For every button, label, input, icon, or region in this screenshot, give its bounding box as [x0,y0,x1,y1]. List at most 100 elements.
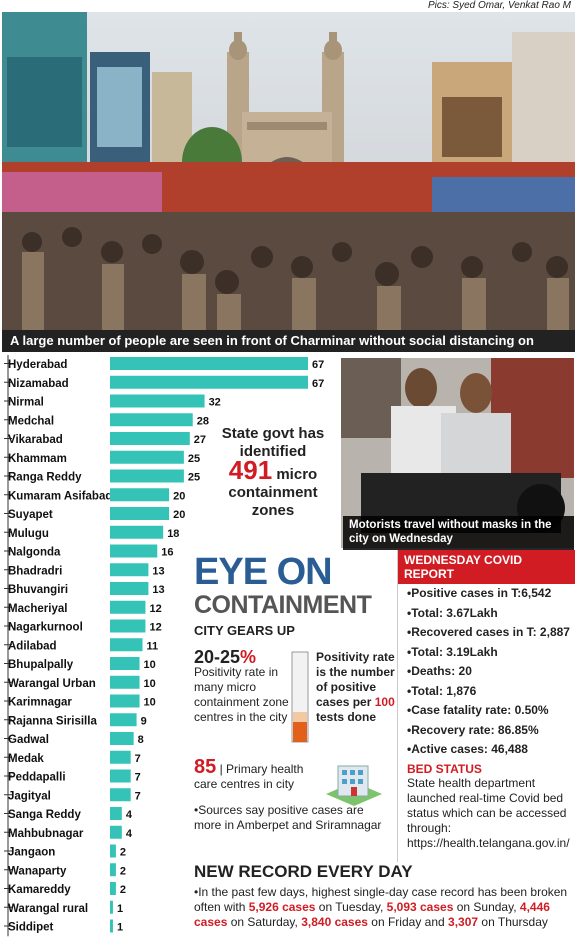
bar-value-label: 10 [144,697,156,709]
eye-title-1: EYE ON [194,551,333,593]
district-bar [110,563,149,577]
report-item: •Recovered cases in T: 2,887 [407,625,570,639]
eye-title-2: CONTAINMENT [194,591,372,619]
photo1-caption: A large number of people are seen in fro… [2,330,575,370]
district-bar [110,694,140,708]
district-bar [110,638,143,652]
report-header: WEDNESDAY COVID REPORT [398,550,575,584]
containment-zones-callout: State govt has identified 491 micro cont… [208,425,338,520]
district-label: Kamareddy [8,884,71,896]
district-bar [110,507,170,520]
bar-value-label: 1 [117,922,123,934]
district-label: Bhuvangiri [8,584,68,596]
district-bar [110,769,131,783]
district-bar [110,375,308,389]
district-bar [110,788,131,802]
bar-value-label: 18 [167,528,179,540]
report-item: •Total: 3.19Lakh [407,644,498,659]
report-items: •Positive cases in T:6,542 •Total: 3.67La… [398,584,575,760]
govt-line3: micro [276,466,318,483]
bar-value-label: 7 [135,790,141,802]
district-label: Nalgonda [8,547,61,559]
district-label: Kumaram Asifabad [8,490,112,502]
govt-line1: State govt has [221,425,325,442]
district-bar [110,488,170,502]
positivity-definition: Positivity rate is the number of positiv… [316,650,396,725]
phc-count: 85 [194,756,217,778]
bar-value-label: 7 [135,753,141,765]
district-bar [110,450,184,464]
bar-value-label: 67 [312,359,324,371]
district-label: Gadwal [8,734,49,746]
eye-subtitle: CITY GEARS UP [194,623,295,638]
bar-value-label: 28 [197,415,209,427]
nr-case-5: 3,307 [448,915,479,929]
bar-value-label: 4 [126,828,133,840]
bar-value-label: 7 [135,772,141,784]
district-label: Vikarabad [8,434,63,446]
bar-value-label: 1 [117,903,123,915]
new-record-body: •In the past few days, highest single-da… [194,885,568,929]
bar-value-label: 12 [149,603,161,615]
district-label: Ranga Reddy [8,472,82,484]
nr-text-3: on Sunday, [456,900,517,914]
district-label: Bhadradri [8,565,62,577]
district-bar [110,544,158,558]
district-label: Medchal [8,415,54,427]
bar-value-label: 25 [188,472,200,484]
photo-credit: Pics: Syed Omar, Venkat Rao M [427,0,571,11]
district-label: Suyapet [8,509,53,521]
phc-text: | Primary health care centres in city [194,762,304,791]
bar-value-label: 4 [126,809,133,821]
positivity-text: Positivity rate in many micro containmen… [194,665,289,724]
bar-value-label: 13 [152,584,164,596]
hospital-icon [322,760,386,808]
district-label: Sanga Reddy [8,809,81,821]
district-bar [110,357,308,370]
nr-text-6: on Thursday [481,915,548,929]
bed-status-title: BED STATUS [407,761,482,776]
bar-value-label: 20 [173,490,185,502]
district-bar [110,732,134,745]
district-bar [110,413,193,427]
district-bar [110,600,146,614]
district-bar [110,807,122,820]
new-record-section: NEW RECORD EVERY DAY •In the past few da… [194,862,574,930]
district-label: Adilabad [8,640,57,652]
district-bar [110,675,140,689]
district-bar-chart: Hyderabad 67 Nizamabad 67 Nirmal 32 Medchal 28 V… [0,355,340,940]
district-label: Jagityal [8,790,51,802]
nr-text-4: on Saturday, [230,915,298,929]
district-bar [110,844,116,858]
district-bar [110,900,113,914]
district-label: Warangal Urban [8,678,96,690]
district-label: Macheriyal [8,603,67,615]
district-label: Hyderabad [8,359,67,371]
district-label: Karimnagar [8,697,72,709]
nr-case-2: 5,093 cases [386,900,454,914]
district-label: Nizamabad [8,378,69,390]
nr-text-1: In the past few days, highest single-day… [194,885,568,914]
govt-line4: containment [228,484,318,501]
bar-value-label: 10 [144,678,156,690]
district-label: Bhupalpally [8,659,74,671]
district-label: Nirmal [8,397,44,409]
bar-value-label: 8 [138,734,144,746]
district-bar [110,582,149,595]
report-item: •Positive cases in T:6,542 [407,586,552,600]
report-item: •Total: 1,876 [407,683,477,698]
bar-value-label: 10 [144,659,156,671]
photo2-caption: Motorists travel without masks in the ci… [343,516,574,550]
eye-on-containment-header: EYE ON CONTAINMENT CITY GEARS UP [194,553,394,638]
bar-value-label: 67 [312,378,324,390]
district-label: Rajanna Sirisilla [8,715,97,727]
bar-value-label: 16 [161,547,173,559]
bar-value-label: 32 [209,397,221,409]
nr-case-1: 5,926 cases [248,900,316,914]
district-bar [110,713,137,727]
nr-text-2: on Tuesday, [318,900,384,914]
district-label: Siddipet [8,922,54,934]
charminar-crowd-photo [2,12,575,332]
district-bar [110,825,122,839]
bar-value-label: 11 [147,640,159,652]
